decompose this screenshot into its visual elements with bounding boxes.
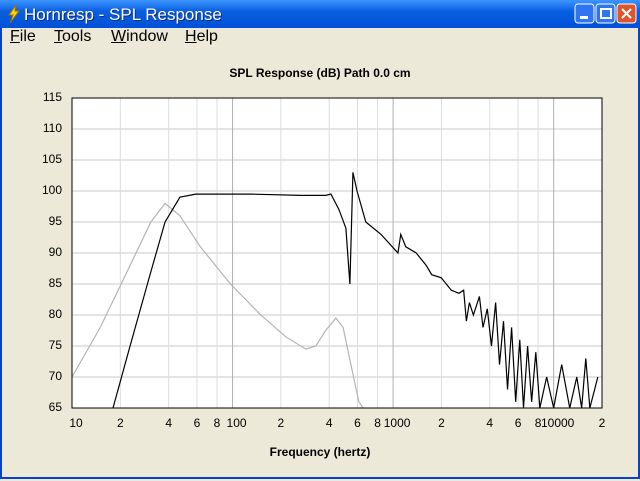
x-tick-label: 10 bbox=[69, 416, 83, 430]
y-tick-label: 90 bbox=[49, 245, 63, 259]
y-tick-label: 95 bbox=[49, 214, 63, 228]
chart-title: SPL Response (dB) Path 0.0 cm bbox=[229, 66, 410, 80]
x-tick-label: 4 bbox=[165, 416, 172, 430]
plot-border bbox=[71, 97, 603, 409]
window-buttons[interactable] bbox=[574, 3, 638, 25]
menu-item[interactable]: Tools bbox=[54, 28, 92, 45]
menu-bar: File Tools Window Help bbox=[4, 28, 636, 48]
x-tick-label: 8 bbox=[214, 416, 221, 430]
window-title: Hornresp - SPL Response bbox=[24, 5, 222, 24]
x-tick-label: 6 bbox=[515, 416, 522, 430]
x-tick-label: 8 bbox=[535, 416, 542, 430]
x-axis-label: Frequency (hertz) bbox=[270, 445, 371, 459]
x-tick-label: 2 bbox=[278, 416, 285, 430]
title-bar: Hornresp - SPL Response bbox=[0, 0, 640, 28]
x-tick-label: 100 bbox=[227, 416, 247, 430]
series-line bbox=[112, 172, 599, 408]
x-tick-label: 1000 bbox=[384, 416, 411, 430]
x-tick-label: 6 bbox=[354, 416, 361, 430]
menu-item[interactable]: Help bbox=[185, 28, 218, 45]
y-tick-label: 65 bbox=[49, 400, 63, 414]
y-tick-label: 70 bbox=[49, 369, 63, 383]
x-tick-label: 2 bbox=[438, 416, 445, 430]
app-icon bbox=[8, 4, 20, 24]
y-tick-label: 85 bbox=[49, 276, 63, 290]
y-tick-label: 100 bbox=[42, 183, 62, 197]
x-tick-label: 4 bbox=[326, 416, 333, 430]
y-tick-label: 115 bbox=[43, 90, 62, 104]
x-tick-label: 2 bbox=[599, 416, 606, 430]
y-tick-label: 105 bbox=[42, 152, 62, 166]
y-tick-label: 75 bbox=[49, 338, 63, 352]
x-tick-label: 4 bbox=[486, 416, 493, 430]
series-group bbox=[72, 172, 599, 408]
x-tick-label: 2 bbox=[117, 416, 124, 430]
x-tick-label: 8 bbox=[374, 416, 381, 430]
menu-item[interactable]: Window bbox=[111, 28, 168, 45]
x-tick-label: 6 bbox=[194, 416, 201, 430]
series-line bbox=[72, 202, 364, 408]
x-tick-label: 10000 bbox=[541, 416, 575, 430]
window-frame bbox=[0, 28, 640, 479]
menu-item[interactable]: File bbox=[10, 28, 36, 45]
y-tick-label: 80 bbox=[49, 307, 63, 321]
y-tick-label: 110 bbox=[43, 121, 62, 135]
